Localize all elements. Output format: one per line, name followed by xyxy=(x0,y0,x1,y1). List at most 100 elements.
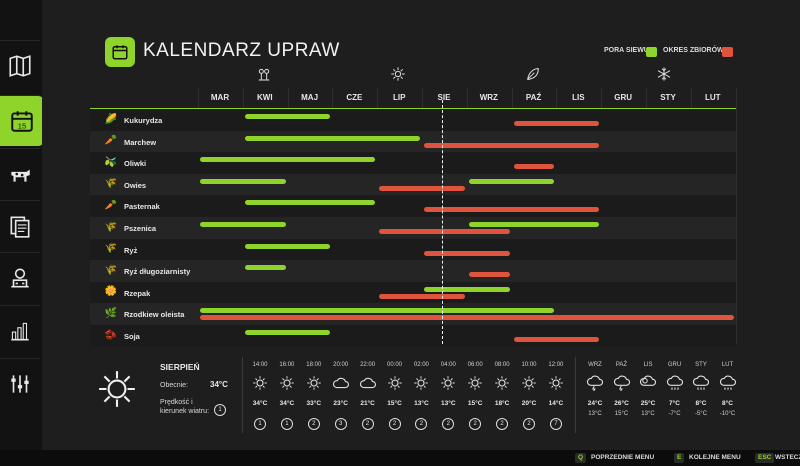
sidebar-item-calendar[interactable]: 15 xyxy=(0,95,44,146)
crop-row[interactable] xyxy=(90,195,736,217)
forecast-low: -7°C xyxy=(668,411,681,417)
crop-row[interactable] xyxy=(90,281,736,304)
hour-temperature: 20°C xyxy=(521,400,537,407)
harvest-period-bar xyxy=(200,315,734,321)
wind-indicator: 3 xyxy=(334,418,347,430)
wind-label: Prędkość i kierunek wiatru: xyxy=(160,399,210,415)
crop-name: Ryż xyxy=(124,245,138,255)
footer-key-e[interactable]: E xyxy=(674,453,685,463)
sun-icon xyxy=(280,376,294,390)
sowing-period-bar xyxy=(244,114,331,119)
harvest-period-bar xyxy=(468,272,510,278)
sowing-period-bar xyxy=(200,222,286,227)
sidebar-item-animals[interactable] xyxy=(0,148,40,199)
hour-label: 18:00 xyxy=(306,362,322,368)
hour-temperature: 34°C xyxy=(252,400,268,407)
crop-row[interactable] xyxy=(90,325,736,347)
forecast-high: 26°C xyxy=(614,400,629,407)
month-header: STY xyxy=(660,93,676,102)
wind-indicator: 2 xyxy=(388,418,401,430)
cloud-icon xyxy=(359,377,376,389)
current-date-marker xyxy=(442,100,443,344)
forecast-month: LIS xyxy=(643,362,653,368)
crop-row[interactable] xyxy=(90,152,736,174)
snow-cloud-icon xyxy=(692,375,709,390)
summer-sun-icon xyxy=(391,67,405,81)
calendar-app-icon xyxy=(105,37,135,67)
documents-icon xyxy=(10,216,30,238)
sidebar-item-map[interactable] xyxy=(0,40,40,91)
hour-temperature: 15°C xyxy=(387,400,402,407)
hour-temperature: 13°C xyxy=(414,400,429,407)
hour-label: 22:00 xyxy=(360,362,376,368)
hour-temperature: 33°C xyxy=(306,400,322,407)
harvest-period-bar xyxy=(513,337,600,342)
hour-label: 10:00 xyxy=(521,362,537,368)
settings-sliders-icon xyxy=(11,375,29,393)
winter-snowflake-icon xyxy=(657,67,671,81)
forecast-low: -10°C xyxy=(719,411,736,417)
hour-temperature: 34°C xyxy=(279,400,295,407)
wind-indicator: 2 xyxy=(361,418,374,430)
harvest-period-bar xyxy=(379,185,465,191)
crop-row[interactable] xyxy=(90,109,736,131)
parsnip-icon: 🥕 xyxy=(104,199,118,211)
sidebar: 15 xyxy=(0,0,44,466)
wind-indicator: 2 xyxy=(442,418,455,430)
sun-icon xyxy=(495,376,509,390)
production-icon xyxy=(11,268,29,288)
olive-icon: 🫒 xyxy=(104,156,118,168)
harvest-period-bar xyxy=(379,293,465,299)
sun-icon xyxy=(522,376,536,390)
map-icon xyxy=(9,55,31,77)
hour-temperature: 18°C xyxy=(494,400,510,407)
forecast-month: LUT xyxy=(721,362,734,368)
crop-name: Kukurydza xyxy=(124,116,163,125)
sun-icon xyxy=(549,376,563,390)
header-underline xyxy=(90,108,736,110)
footer-label[interactable]: POPRZEDNIE MENU xyxy=(591,454,655,461)
forecast-high: 24°C xyxy=(587,400,603,407)
footer-label[interactable]: WSTECZ xyxy=(775,454,800,461)
current-temp-label: Obecnie: xyxy=(160,382,189,389)
crop-row[interactable] xyxy=(90,238,736,261)
sidebar-item-statistics[interactable] xyxy=(0,305,40,356)
wind-indicator: 2 xyxy=(523,418,535,430)
canola-icon: 🌼 xyxy=(104,286,118,298)
crop-row[interactable] xyxy=(90,173,736,196)
svg-text:15: 15 xyxy=(18,122,26,131)
sowing-period-bar xyxy=(244,330,331,335)
sidebar-item-production[interactable] xyxy=(0,252,40,303)
long-grain-rice-icon: 🌾 xyxy=(104,264,118,276)
footer-key-esc[interactable]: ESC xyxy=(755,453,775,463)
footer-label[interactable]: KOLEJNE MENU xyxy=(689,454,741,461)
forecast-low: 13°C xyxy=(588,411,602,417)
rice-icon: 🌾 xyxy=(104,243,118,255)
sidebar-item-settings[interactable] xyxy=(0,358,40,409)
month-header: MAJ xyxy=(301,93,319,102)
calendar-icon: 15 xyxy=(11,111,33,132)
harvest-period-bar xyxy=(424,207,600,213)
storm-cloud-icon xyxy=(613,375,630,391)
hour-temperature: 15°C xyxy=(467,400,483,407)
forecast-low: 15°C xyxy=(614,411,629,417)
sidebar-item-contracts[interactable] xyxy=(0,200,40,251)
crop-row[interactable] xyxy=(90,303,736,325)
corn-icon: 🌽 xyxy=(104,113,118,125)
wind-indicator: 1 xyxy=(280,418,293,430)
month-header: MAR xyxy=(210,93,230,102)
sowing-period-bar xyxy=(200,308,555,314)
month-header: LIP xyxy=(392,93,406,102)
crop-row[interactable] xyxy=(90,217,736,239)
legend-harvest-label: OKRES ZBIORÓW xyxy=(663,47,724,54)
hour-label: 06:00 xyxy=(467,362,483,368)
hour-temperature: 13°C xyxy=(441,400,456,407)
footer-key-q[interactable]: Q xyxy=(575,453,587,463)
crop-row[interactable] xyxy=(90,130,736,153)
sun-icon xyxy=(441,376,456,390)
hour-label: 08:00 xyxy=(494,362,510,368)
cloud-icon xyxy=(332,377,349,389)
spring-flower-icon xyxy=(258,68,270,81)
hour-label: 20:00 xyxy=(333,362,349,368)
month-header: KWI xyxy=(257,93,273,102)
